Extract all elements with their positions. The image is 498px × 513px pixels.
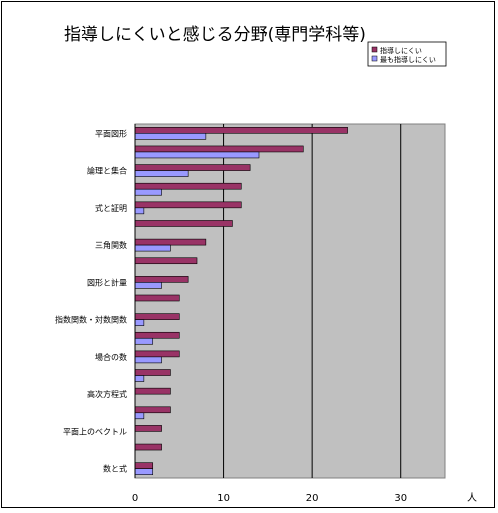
bar-12-series-2	[134, 337, 154, 345]
bar-17-series-1	[134, 425, 162, 432]
bar-14-series-2	[134, 375, 145, 382]
y-tick-label-1: 平面図形	[95, 129, 127, 138]
bar-4-series-2	[134, 188, 162, 196]
bar-5-series-2	[134, 207, 145, 215]
bar-16-series-2	[134, 412, 145, 420]
bar-2-series-1	[134, 145, 304, 153]
y-tick-label-4: 三角関数	[95, 240, 127, 250]
bar-13-series-1	[134, 350, 180, 358]
bar-5-series-1	[134, 201, 242, 209]
bar-3-series-2	[134, 170, 189, 177]
bar-8-series-1	[134, 257, 198, 265]
bar-9-series-1	[134, 276, 189, 283]
bar-9-series-2	[134, 282, 162, 289]
bar-6-series-1	[134, 220, 233, 227]
y-tick-label-10: 数と式	[103, 464, 127, 474]
bar-12-series-1	[134, 331, 180, 339]
bar-14-series-1	[134, 369, 171, 376]
y-tick-label-8: 高次方程式	[87, 389, 127, 399]
x-tick-label-0: 0	[132, 493, 138, 504]
x-tick-label-20: 20	[306, 493, 319, 504]
bar-13-series-2	[134, 356, 162, 364]
x-tick-label-30: 30	[394, 493, 407, 504]
bar-11-series-2	[134, 319, 145, 326]
bar-10-series-1	[134, 294, 180, 302]
x-axis-unit-label: 人	[467, 492, 477, 504]
bar-7-series-1	[134, 238, 207, 246]
bar-2-series-2	[134, 151, 260, 159]
legend-swatch-series-2	[371, 55, 378, 62]
legend-label-series-1: 指導しにくい	[380, 46, 422, 55]
bar-19-series-1	[134, 462, 154, 469]
bar-7-series-2	[134, 244, 171, 252]
plot-background	[134, 123, 446, 479]
y-tick-label-7: 場合の数	[95, 352, 127, 362]
bar-18-series-1	[134, 443, 162, 451]
legend-box	[367, 41, 447, 67]
bar-11-series-1	[134, 313, 180, 320]
y-tick-label-6: 指数関数・対数関数	[55, 315, 127, 325]
bar-1-series-2	[134, 133, 207, 140]
bar-1-series-1	[134, 127, 348, 134]
bar-3-series-1	[134, 164, 251, 171]
x-tick-label-10: 10	[217, 493, 230, 504]
legend-label-series-2: 最も指導しにくい	[380, 55, 436, 64]
legend: 指導しにくい 最も指導しにくい	[367, 41, 447, 67]
bar-15-series-1	[134, 387, 171, 395]
y-tick-label-9: 平面上のベクトル	[63, 427, 127, 436]
chart-title: 指導しにくいと感じる分野(専門学科等)	[64, 25, 366, 45]
bar-4-series-1	[134, 182, 242, 190]
legend-swatch-series-1	[371, 46, 378, 53]
plot-area: 0 10 20 30 平面図形論理と集合式と証明三角関数図形と計量指数関数・対数関数場合…	[55, 123, 446, 504]
bar-16-series-1	[134, 406, 171, 414]
bar-19-series-2	[134, 468, 154, 475]
y-tick-label-3: 式と証明	[95, 203, 127, 213]
y-tick-label-2: 論理と集合	[87, 166, 127, 176]
y-tick-label-5: 図形と計量	[87, 277, 127, 287]
